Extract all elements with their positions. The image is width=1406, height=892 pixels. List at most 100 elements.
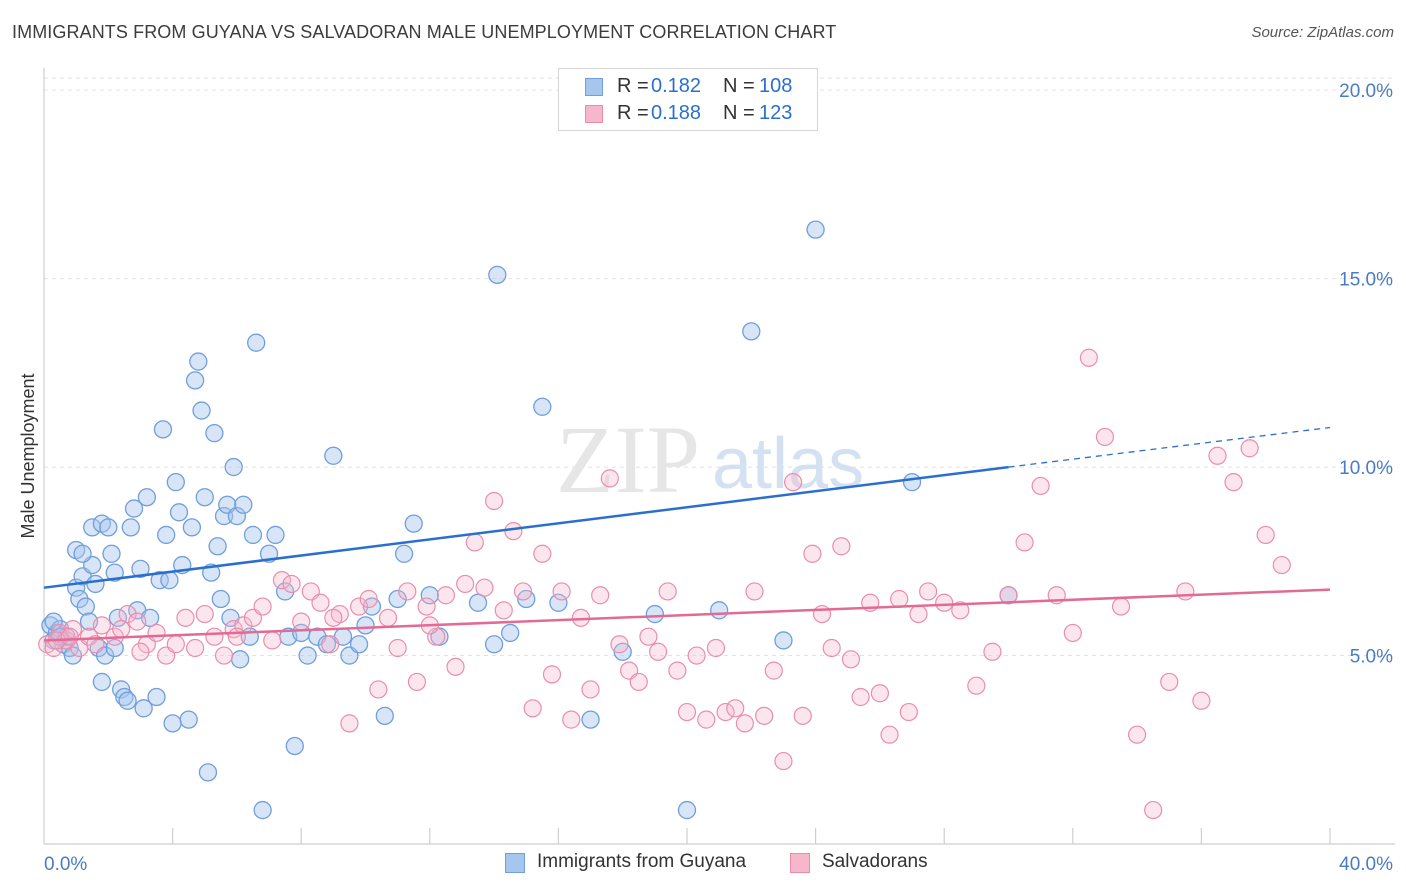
data-point-guyana: [211, 589, 230, 609]
x-tick-label-max: 40.0%: [1339, 854, 1393, 875]
data-point-salvadoran: [166, 635, 185, 654]
data-point-salvadoran: [935, 593, 954, 612]
data-point-salvadoran: [398, 582, 417, 601]
data-point-salvadoran: [359, 589, 378, 609]
data-point-salvadoran: [214, 646, 234, 665]
data-point-guyana: [76, 597, 95, 616]
data-point-salvadoran: [832, 537, 851, 556]
legend-swatch-guyana: [505, 853, 525, 873]
data-point-salvadoran: [774, 751, 793, 771]
data-point-salvadoran: [706, 638, 726, 658]
data-point-guyana: [677, 800, 697, 820]
data-point-guyana: [73, 544, 92, 563]
data-point-salvadoran: [639, 627, 658, 646]
data-point-salvadoran: [321, 635, 340, 654]
data-point-salvadoran: [999, 586, 1018, 605]
data-point-guyana: [83, 518, 102, 537]
data-point-salvadoran: [494, 601, 513, 620]
data-point-salvadoran: [523, 699, 542, 718]
data-point-guyana: [549, 593, 568, 612]
data-point-guyana: [124, 499, 144, 518]
data-point-guyana: [298, 646, 317, 665]
data-point-guyana: [247, 333, 266, 352]
data-point-salvadoran: [1224, 473, 1243, 492]
data-point-guyana: [86, 574, 105, 594]
data-point-salvadoran: [1160, 672, 1179, 692]
data-point-salvadoran: [793, 706, 812, 725]
data-point-guyana: [163, 714, 182, 733]
data-point-guyana: [205, 424, 224, 443]
data-point-salvadoran: [205, 627, 224, 646]
y-tick-label: 15.0%: [1339, 270, 1393, 291]
data-point-guyana: [902, 473, 922, 492]
data-point-salvadoran: [436, 586, 455, 605]
data-point-salvadoran: [504, 522, 523, 541]
trend-line-guyana: [43, 465, 1009, 589]
data-point-salvadoran: [282, 574, 301, 594]
data-point-guyana: [198, 763, 218, 782]
data-point-salvadoran: [890, 589, 909, 609]
data-point-salvadoran: [118, 604, 137, 624]
data-point-salvadoran: [446, 657, 465, 676]
watermark-atlas: atlas: [712, 424, 864, 504]
data-point-salvadoran: [1192, 691, 1211, 710]
data-point-salvadoran: [677, 702, 697, 722]
data-point-guyana: [243, 525, 263, 545]
data-point-salvadoran: [1079, 348, 1098, 367]
data-point-salvadoran: [253, 597, 272, 616]
data-point-salvadoran: [726, 699, 745, 718]
data-point-guyana: [806, 220, 825, 239]
trend-line-salvadoran: [43, 588, 1331, 642]
data-point-salvadoran: [263, 631, 282, 650]
data-point-salvadoran: [1256, 525, 1275, 545]
data-point-salvadoran: [735, 714, 754, 733]
data-point-salvadoran: [812, 604, 832, 624]
data-point-salvadoran: [687, 646, 706, 665]
trend-lines: [43, 426, 1331, 642]
r-value: 0.188: [651, 102, 702, 124]
data-point-salvadoran: [86, 635, 105, 654]
data-point-guyana: [253, 800, 272, 820]
data-point-guyana: [349, 635, 369, 654]
data-point-guyana: [105, 563, 124, 582]
data-point-salvadoran: [475, 578, 494, 597]
trend-line-guyana-projection: [1008, 426, 1331, 468]
data-point-salvadoran: [1176, 582, 1195, 601]
data-point-salvadoran: [552, 582, 571, 601]
n-label: N =: [723, 75, 755, 97]
data-point-guyana: [208, 537, 227, 556]
data-point-salvadoran: [378, 608, 398, 627]
y-axis-title: Male Unemployment: [18, 373, 38, 538]
data-point-guyana: [182, 518, 202, 537]
data-point-guyana: [157, 525, 176, 545]
x-tick-label-min: 0.0%: [44, 854, 87, 875]
legend-stats: R = 0.182 N = 108 R = 0.188 N = 123: [558, 68, 818, 131]
data-point-salvadoran: [658, 582, 677, 601]
data-point-guyana: [224, 457, 243, 477]
data-point-salvadoran: [349, 597, 369, 616]
y-tick-label: 20.0%: [1339, 81, 1393, 102]
data-point-salvadoran: [340, 714, 359, 733]
data-point-salvadoran: [1031, 476, 1050, 496]
data-point-salvadoran: [227, 627, 246, 646]
data-point-guyana: [230, 650, 250, 669]
data-point-guyana: [189, 352, 208, 371]
data-point-salvadoran: [533, 544, 552, 563]
data-point-salvadoran: [427, 627, 446, 646]
data-point-salvadoran: [60, 627, 79, 646]
data-point-salvadoran: [822, 638, 841, 658]
data-point-guyana: [742, 322, 761, 341]
data-point-salvadoran: [1144, 800, 1163, 820]
data-point-salvadoran: [513, 582, 533, 601]
data-point-salvadoran: [870, 684, 890, 703]
data-point-guyana: [63, 646, 83, 665]
data-point-salvadoran: [388, 638, 407, 658]
data-point-guyana: [488, 265, 507, 284]
data-point-guyana: [468, 593, 488, 612]
data-point-guyana: [404, 514, 423, 533]
data-point-salvadoran: [629, 672, 648, 692]
data-point-salvadoran: [783, 473, 803, 492]
data-point-guyana: [169, 503, 189, 522]
data-point-guyana: [501, 623, 520, 643]
data-point-salvadoran: [1127, 725, 1147, 744]
